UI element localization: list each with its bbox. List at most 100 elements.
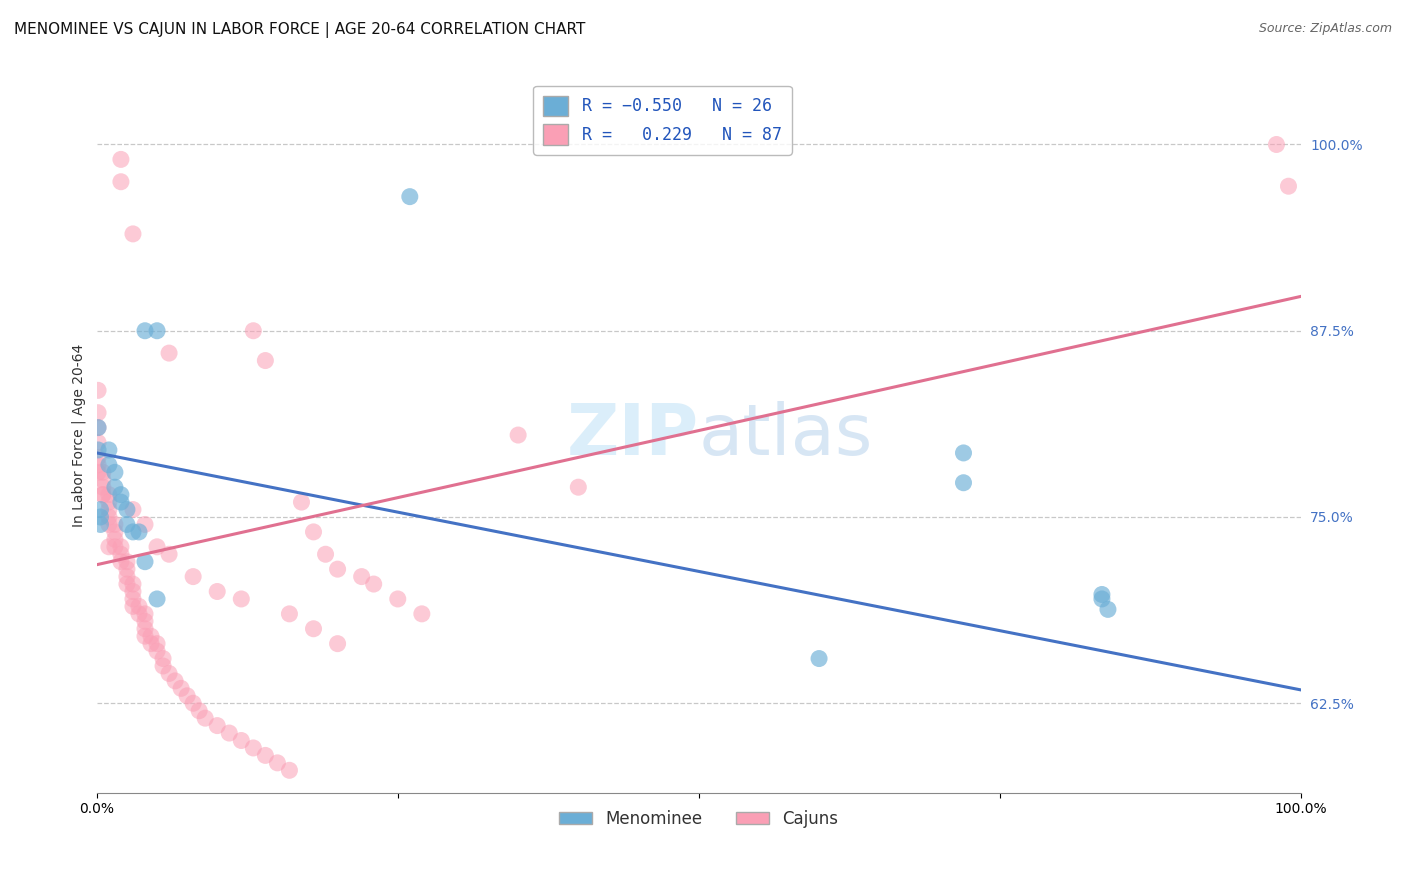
Point <box>398 189 420 203</box>
Point <box>89 510 111 524</box>
Point <box>115 555 138 569</box>
Point <box>122 227 145 241</box>
Point <box>188 704 211 718</box>
Text: atlas: atlas <box>699 401 873 469</box>
Point <box>91 488 114 502</box>
Point <box>315 547 337 561</box>
Point <box>122 591 145 606</box>
Point <box>508 428 530 442</box>
Point <box>128 607 150 621</box>
Point <box>110 495 132 509</box>
Point <box>302 622 325 636</box>
Point <box>87 420 110 434</box>
Point <box>326 637 349 651</box>
Point <box>152 651 174 665</box>
Point <box>411 607 433 621</box>
Point <box>1277 179 1299 194</box>
Point <box>91 480 114 494</box>
Point <box>350 569 373 583</box>
Point <box>194 711 217 725</box>
Point <box>122 502 145 516</box>
Point <box>808 651 831 665</box>
Point <box>87 458 110 472</box>
Point <box>176 689 198 703</box>
Point <box>231 591 253 606</box>
Legend: Menominee, Cajuns: Menominee, Cajuns <box>553 803 845 834</box>
Point <box>122 584 145 599</box>
Point <box>115 517 138 532</box>
Point <box>139 629 162 643</box>
Point <box>146 540 169 554</box>
Point <box>266 756 288 770</box>
Point <box>97 442 120 457</box>
Point <box>128 524 150 539</box>
Point <box>170 681 193 696</box>
Point <box>128 599 150 614</box>
Point <box>104 533 127 547</box>
Point <box>104 480 127 494</box>
Point <box>242 324 264 338</box>
Point <box>87 450 110 465</box>
Point <box>134 324 156 338</box>
Point <box>134 517 156 532</box>
Point <box>115 502 138 516</box>
Point <box>134 629 156 643</box>
Point <box>254 748 277 763</box>
Text: Source: ZipAtlas.com: Source: ZipAtlas.com <box>1258 22 1392 36</box>
Point <box>89 502 111 516</box>
Point <box>231 733 253 747</box>
Point <box>122 524 145 539</box>
Point <box>97 488 120 502</box>
Point <box>104 517 127 532</box>
Point <box>952 446 974 460</box>
Point <box>97 540 120 554</box>
Point <box>146 644 169 658</box>
Point <box>97 510 120 524</box>
Point <box>567 480 589 494</box>
Point <box>115 562 138 576</box>
Point <box>104 465 127 479</box>
Point <box>110 153 132 167</box>
Point <box>254 353 277 368</box>
Point <box>122 599 145 614</box>
Point <box>181 569 204 583</box>
Point <box>1091 591 1114 606</box>
Point <box>134 622 156 636</box>
Point <box>97 517 120 532</box>
Point <box>181 696 204 710</box>
Point <box>87 406 110 420</box>
Point <box>110 555 132 569</box>
Point <box>152 659 174 673</box>
Point <box>122 577 145 591</box>
Point <box>157 547 180 561</box>
Point <box>165 673 187 688</box>
Point <box>87 420 110 434</box>
Point <box>387 591 409 606</box>
Text: MENOMINEE VS CAJUN IN LABOR FORCE | AGE 20-64 CORRELATION CHART: MENOMINEE VS CAJUN IN LABOR FORCE | AGE … <box>14 22 585 38</box>
Text: ZIP: ZIP <box>567 401 699 469</box>
Point <box>115 569 138 583</box>
Point <box>110 540 132 554</box>
Point <box>97 502 120 516</box>
Point <box>218 726 240 740</box>
Point <box>1265 137 1288 152</box>
Point <box>302 524 325 539</box>
Point <box>134 555 156 569</box>
Point <box>134 615 156 629</box>
Point <box>91 488 114 502</box>
Point <box>205 718 228 732</box>
Point <box>205 584 228 599</box>
Point <box>89 517 111 532</box>
Point <box>110 547 132 561</box>
Point <box>290 495 312 509</box>
Point <box>242 741 264 756</box>
Point <box>278 607 301 621</box>
Point <box>134 607 156 621</box>
Point <box>146 324 169 338</box>
Point <box>1091 587 1114 601</box>
Point <box>146 591 169 606</box>
Point <box>87 465 110 479</box>
Point <box>146 637 169 651</box>
Point <box>157 666 180 681</box>
Point <box>110 175 132 189</box>
